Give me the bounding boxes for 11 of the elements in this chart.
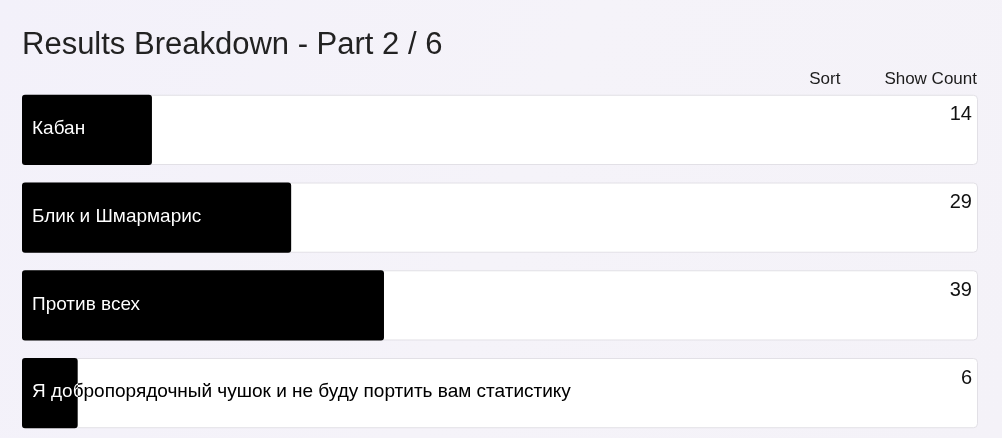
data-label: 14	[949, 102, 972, 125]
y-tick-label: Блик и Шмармарис	[32, 204, 202, 226]
chart-title: Results Breakdown - Part 2 / 6	[22, 26, 443, 61]
data-label: 6	[960, 365, 972, 388]
annotation: Sort	[809, 69, 841, 88]
bar	[22, 94, 152, 165]
data-label: 29	[949, 190, 972, 213]
annotation: Show Count	[884, 69, 978, 88]
data-label: 39	[949, 277, 972, 300]
y-tick-label: Кабан	[32, 117, 86, 139]
y-tick-label: Против всех	[32, 292, 141, 314]
